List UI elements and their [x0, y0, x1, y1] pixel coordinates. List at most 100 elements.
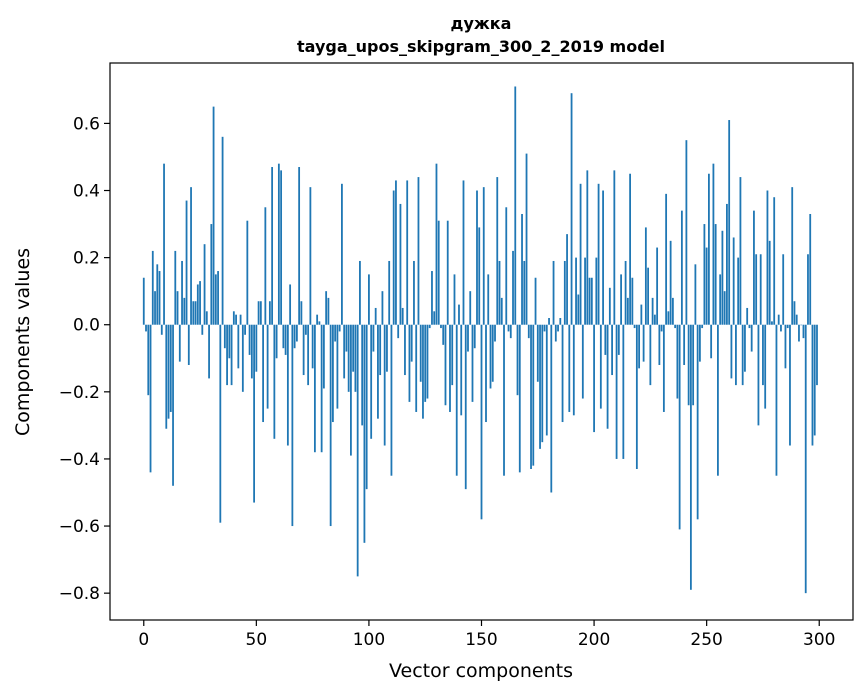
bar-component-131	[437, 220, 440, 325]
bar-component-53	[262, 324, 264, 423]
bar-component-143	[464, 324, 467, 490]
bar-component-255	[717, 324, 719, 476]
bar-component-205	[604, 324, 607, 355]
bar-component-7	[158, 271, 161, 325]
bar-component-76	[313, 324, 316, 453]
bar-component-106	[381, 291, 384, 325]
bar-component-122	[417, 177, 420, 325]
bar-component-168	[521, 213, 523, 325]
bar-component-16	[178, 324, 181, 362]
bar-component-298	[813, 324, 816, 436]
bar-component-294	[804, 324, 807, 594]
bar-component-280	[773, 197, 776, 325]
bar-component-69	[298, 167, 301, 325]
bar-component-172	[530, 324, 532, 469]
bar-component-112	[395, 180, 397, 325]
bar-component-130	[435, 163, 438, 325]
x-tick-label: 200	[578, 630, 610, 650]
bar-component-45	[244, 324, 246, 335]
bar-component-60	[277, 163, 280, 325]
bar-component-73	[307, 324, 310, 386]
bar-component-8	[160, 324, 163, 335]
bar-component-213	[622, 324, 625, 459]
bar-component-288	[791, 187, 794, 325]
bar-component-193	[577, 294, 580, 325]
bar-component-44	[241, 324, 244, 392]
bar-component-61	[280, 170, 283, 325]
bar-component-118	[408, 324, 411, 402]
bar-component-42	[237, 324, 240, 369]
bar-component-201	[595, 257, 598, 325]
bar-component-56	[268, 301, 271, 325]
bar-component-248	[701, 324, 704, 329]
bar-component-121	[415, 324, 418, 412]
bar-component-144	[467, 324, 469, 352]
y-tick-label: 0.0	[73, 316, 100, 336]
bar-component-166	[516, 324, 519, 396]
bar-component-65	[289, 284, 292, 325]
bar-component-18	[183, 297, 186, 325]
bar-component-254	[714, 224, 717, 325]
bar-component-58	[273, 324, 276, 439]
bar-component-209	[613, 170, 616, 325]
bar-component-215	[626, 297, 629, 325]
bar-component-214	[624, 260, 627, 325]
bar-component-114	[399, 203, 402, 325]
bar-component-181	[550, 324, 553, 493]
bar-component-219	[635, 324, 638, 469]
bar-component-263	[735, 324, 737, 386]
bar-component-286	[786, 324, 789, 329]
bar-component-149	[478, 227, 481, 325]
bar-component-259	[726, 203, 728, 325]
bar-component-208	[611, 324, 613, 376]
bar-component-291	[798, 324, 800, 342]
bar-component-206	[606, 324, 609, 429]
bar-component-109	[388, 260, 391, 325]
bar-component-50	[255, 324, 258, 372]
bar-component-139	[455, 324, 458, 476]
bar-component-243	[689, 324, 692, 590]
bar-component-256	[719, 274, 722, 325]
bar-component-282	[777, 314, 780, 325]
bar-component-52	[259, 301, 262, 325]
bar-component-127	[428, 324, 431, 329]
bar-component-26	[201, 324, 204, 335]
bar-component-160	[503, 324, 505, 476]
y-tick-label: 0.2	[73, 249, 100, 269]
bar-component-57	[271, 167, 274, 325]
bar-component-163	[509, 324, 512, 339]
bar-component-197	[586, 170, 589, 325]
y-tick-label: −0.4	[59, 450, 100, 470]
bar-component-31	[212, 106, 215, 325]
bar-component-146	[471, 324, 474, 402]
bar-component-11	[167, 324, 170, 419]
bar-component-269	[748, 324, 751, 329]
bar-component-120	[413, 260, 415, 325]
bar-component-211	[617, 324, 620, 355]
bar-component-4	[151, 250, 154, 325]
bar-component-150	[480, 324, 483, 520]
bar-component-75	[311, 324, 314, 369]
bar-component-63	[284, 324, 287, 355]
bar-component-210	[615, 324, 618, 459]
bar-component-192	[575, 257, 577, 325]
bar-component-228	[656, 247, 659, 325]
bar-component-22	[192, 301, 195, 325]
bar-component-5	[154, 291, 156, 325]
bar-component-154	[489, 324, 492, 389]
bar-component-136	[449, 324, 451, 412]
bar-component-2	[147, 324, 150, 396]
bar-component-147	[473, 324, 476, 349]
bar-component-9	[163, 163, 165, 325]
bar-component-221	[640, 304, 643, 325]
bar-component-252	[710, 324, 713, 359]
bar-component-285	[784, 324, 787, 369]
bar-component-80	[322, 324, 325, 389]
bar-component-119	[410, 324, 413, 362]
bar-component-265	[739, 177, 742, 325]
bar-component-275	[762, 324, 764, 386]
bar-component-101	[370, 324, 373, 439]
bar-component-236	[674, 324, 677, 329]
bar-component-3	[149, 324, 152, 473]
bar-component-292	[800, 324, 803, 326]
